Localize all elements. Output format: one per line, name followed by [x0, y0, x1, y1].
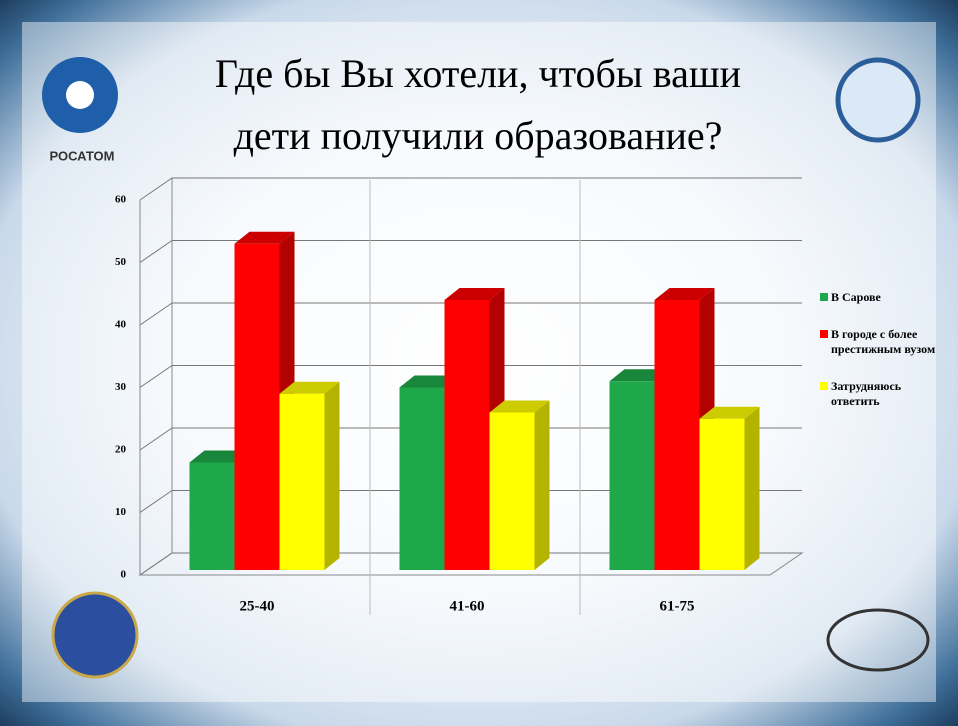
bar-top — [234, 231, 295, 244]
legend-item: В Сарове — [820, 290, 942, 305]
legend-swatch — [820, 382, 828, 390]
x-tick-label: 61-75 — [660, 598, 695, 614]
y-tick-label: 50 — [115, 256, 127, 268]
grid-line-side — [139, 427, 173, 451]
bar — [189, 462, 235, 570]
grid-line-side — [139, 240, 173, 263]
bar — [444, 300, 490, 570]
bar-side — [324, 381, 340, 570]
bar-top — [489, 400, 550, 413]
chart-title: Где бы Вы хотели, чтобы ваши — [215, 51, 741, 96]
legend-label: В городе с более престижным вузом — [831, 327, 936, 356]
legend: В Сарове В городе с более престижным вузо… — [820, 290, 942, 431]
bar — [234, 243, 280, 570]
grid-line-side — [139, 552, 173, 576]
bar-top — [699, 406, 760, 419]
bar — [279, 393, 325, 570]
x-tick-label: 41-60 — [450, 598, 485, 614]
legend-item: Затрудняюсь ответить — [820, 379, 942, 409]
y-tick-label: 20 — [115, 444, 127, 456]
grid-line-side — [139, 177, 173, 201]
legend-label: В Сарове — [831, 290, 881, 304]
bar-top — [279, 381, 340, 394]
legend-label: Затрудняюсь ответить — [831, 379, 902, 408]
chart-title: дети получили образование? — [234, 113, 723, 158]
bar-side — [744, 406, 760, 570]
legend-swatch — [820, 293, 828, 301]
academy-logo — [51, 591, 139, 679]
bar — [489, 412, 535, 570]
grid-line-side — [139, 302, 173, 326]
legend-item: В городе с более престижным вузом — [820, 327, 942, 357]
bar — [609, 381, 655, 570]
logo-text: РОСАТОМ — [50, 148, 115, 163]
bar — [399, 387, 445, 570]
grid-line-side — [139, 365, 173, 388]
legend-swatch — [820, 330, 828, 338]
y-tick-label: 10 — [115, 506, 127, 518]
y-tick-label: 60 — [115, 194, 127, 206]
grid-line-side — [139, 490, 173, 513]
sarfti-logo — [826, 608, 930, 672]
y-tick-label: 0 — [121, 569, 127, 581]
bar — [654, 300, 700, 570]
y-tick-label: 30 — [115, 381, 127, 393]
y-tick-label: 40 — [115, 319, 127, 331]
x-tick-label: 25-40 — [240, 598, 275, 614]
city-logo — [835, 57, 921, 143]
bar-top — [444, 288, 505, 300]
rosatom-logo-core — [66, 81, 94, 109]
bar — [699, 418, 745, 570]
bar-top — [654, 288, 715, 300]
bar-side — [534, 400, 550, 570]
